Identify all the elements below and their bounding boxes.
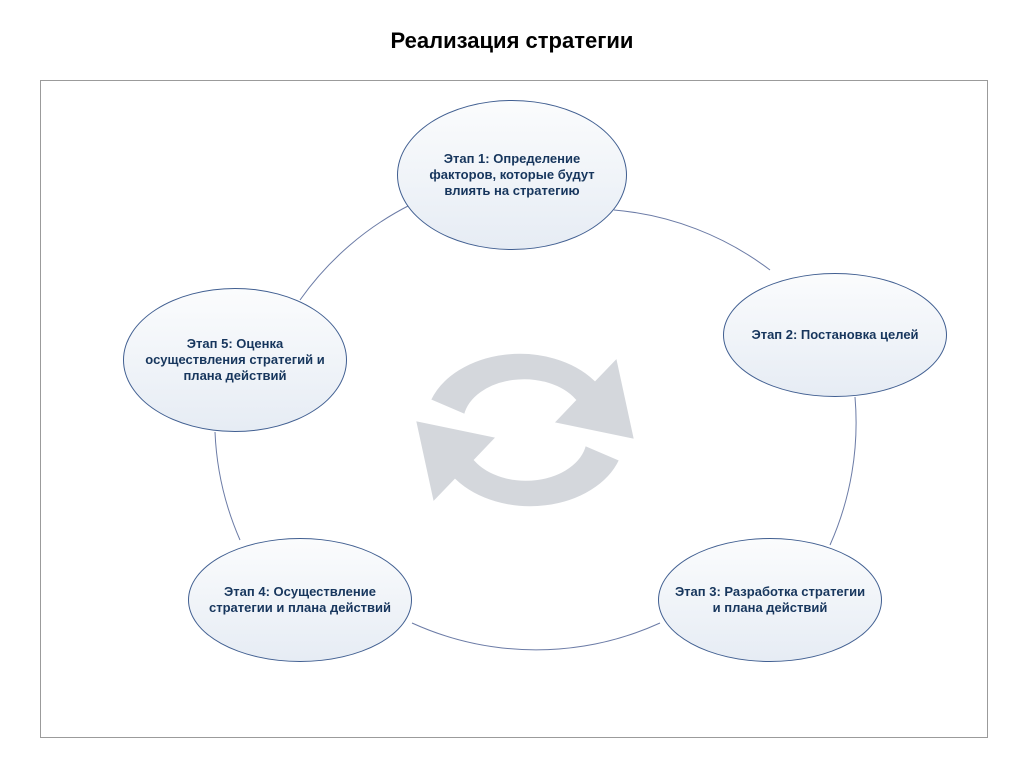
node-label: Этап 4: Осуществление стратегии и плана … <box>203 584 397 617</box>
diagram-page: { "title": { "text": "Реализация стратег… <box>0 0 1024 767</box>
node-stage1: Этап 1: Определение факторов, которые бу… <box>397 100 627 250</box>
node-stage4: Этап 4: Осуществление стратегии и плана … <box>188 538 412 662</box>
center-arrow-bottom-icon <box>415 420 620 507</box>
node-label: Этап 5: Оценка осуществления стратегий и… <box>138 336 332 385</box>
node-stage3: Этап 3: Разработка стратегии и плана дей… <box>658 538 882 662</box>
node-stage5: Этап 5: Оценка осуществления стратегий и… <box>123 288 347 432</box>
node-stage2: Этап 2: Постановка целей <box>723 273 947 397</box>
node-label: Этап 2: Постановка целей <box>751 327 918 343</box>
node-label: Этап 1: Определение факторов, которые бу… <box>412 151 612 200</box>
center-arrow-top-icon <box>430 353 635 440</box>
node-label: Этап 3: Разработка стратегии и плана дей… <box>673 584 867 617</box>
